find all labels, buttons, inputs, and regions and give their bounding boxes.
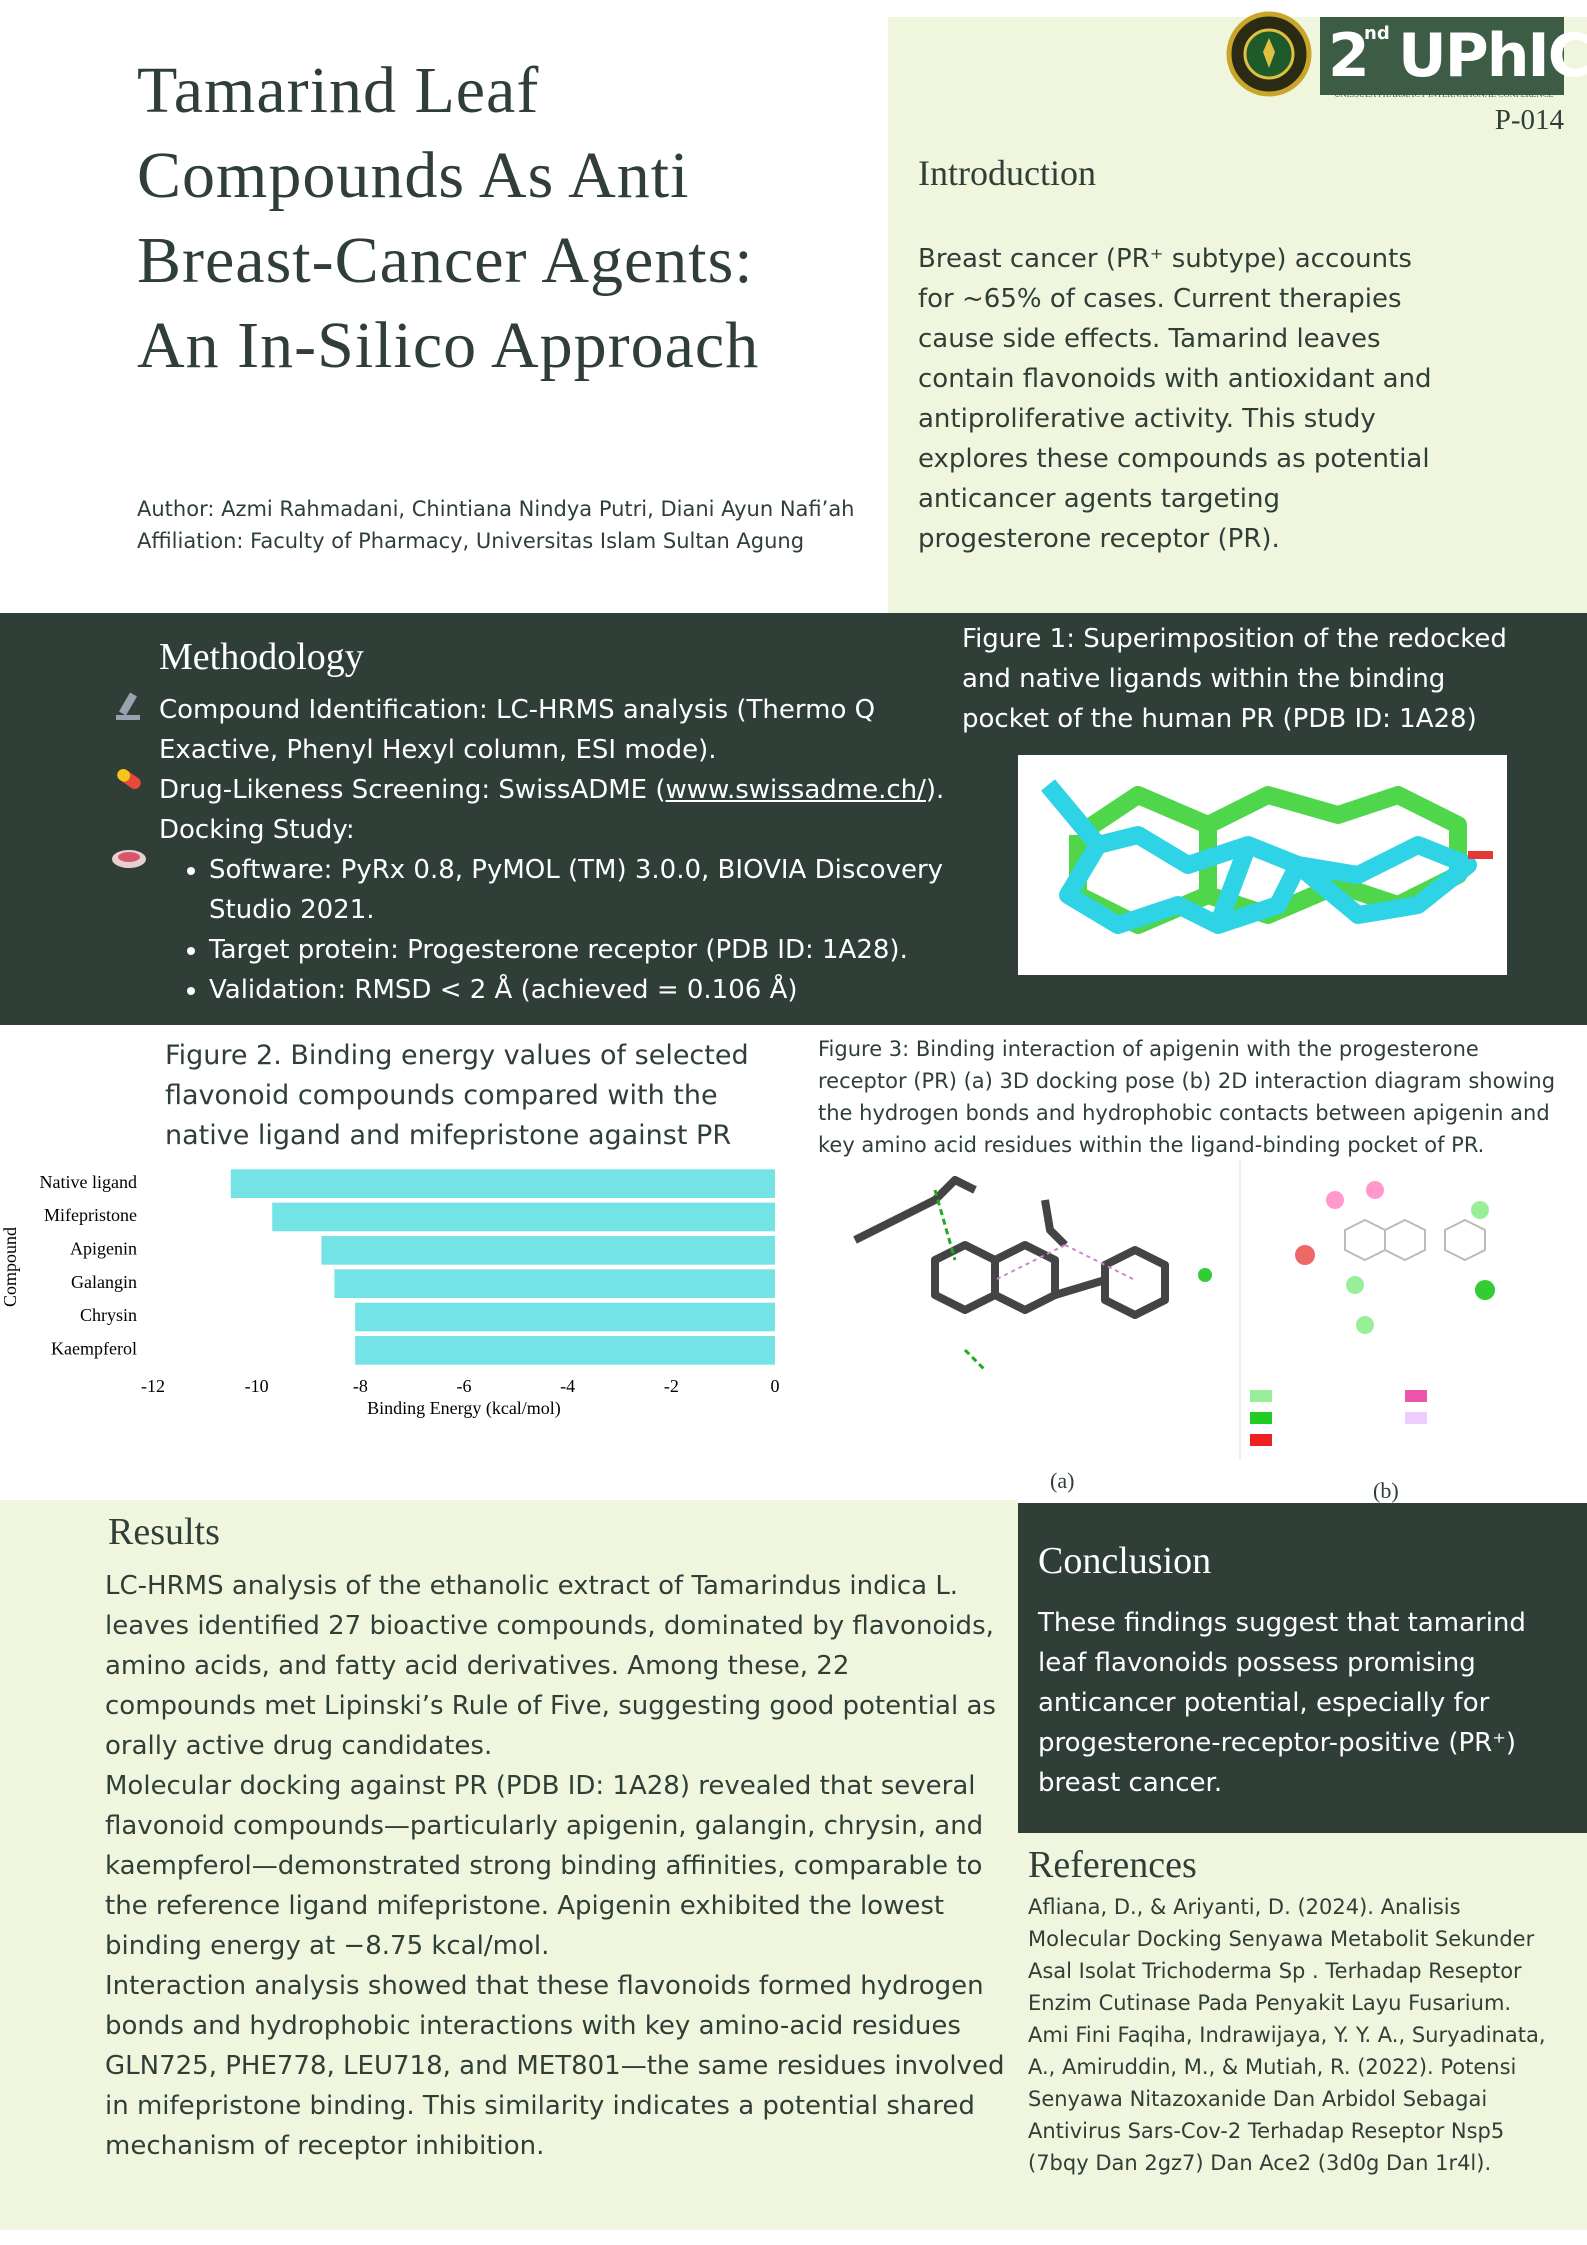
section-heading: Results	[108, 1511, 220, 1553]
figure3-image	[853, 1160, 1495, 1460]
methodology-list: Compound Identification: LC-HRMS analysi…	[159, 690, 949, 1010]
section-heading: Methodology	[159, 636, 364, 678]
paragraph: Interaction analysis showed that these f…	[105, 1971, 1005, 2161]
conference-logo: 2 nd UPhIC	[1320, 17, 1587, 95]
conclusion-panel: Conclusion These findings suggest that t…	[1018, 1503, 1587, 1833]
y-tick-label: Mifepristone	[44, 1205, 137, 1225]
affiliation: Affiliation: Faculty of Pharmacy, Univer…	[137, 529, 805, 553]
y-tick-label: Kaempferol	[51, 1338, 137, 1358]
bar	[355, 1336, 775, 1365]
methodology-band: Methodology Compound Identification: LC-…	[0, 613, 1587, 1025]
sub-item: Validation: RMSD < 2 Å (achieved = 0.106…	[209, 970, 949, 1010]
figure-caption: Figure 1: Superimposition of the redocke…	[962, 624, 1507, 734]
sub-item: Target protein: Progesterone receptor (P…	[209, 930, 949, 970]
x-tick-label: -12	[141, 1376, 165, 1396]
university-emblem	[1226, 11, 1312, 97]
x-axis-label: Binding Energy (kcal/mol)	[367, 1398, 561, 1419]
sub-item: Software: PyRx 0.8, PyMOL (TM) 3.0.0, BI…	[209, 850, 949, 930]
text: Drug-Likeness Screening: SwissADME (	[159, 775, 666, 805]
x-tick-label: -6	[457, 1376, 472, 1396]
author: Author: Azmi Rahmadani, Chintiana Nindya…	[137, 497, 855, 521]
bar	[321, 1236, 775, 1265]
x-tick-label: -8	[353, 1376, 368, 1396]
y-tick-label: Chrysin	[80, 1305, 137, 1325]
results-panel: Results LC-HRMS analysis of the ethanoli…	[0, 1500, 1018, 2230]
x-tick-label: -2	[664, 1376, 679, 1396]
bar	[230, 1169, 775, 1198]
poster-title: Tamarind Leaf Compounds As Anti Breast-C…	[137, 54, 760, 382]
figure1-image	[1018, 755, 1507, 975]
bar	[272, 1202, 775, 1232]
reference: Afliana, D., & Ariyanti, D. (2024). Anal…	[1028, 1895, 1535, 2015]
x-tick-label: -10	[245, 1376, 269, 1396]
panel-label: (a)	[1050, 1468, 1075, 1493]
results-text: LC-HRMS analysis of the ethanolic extrac…	[105, 1566, 1005, 2166]
method-icons	[112, 692, 146, 868]
poster-id: P-014	[1494, 104, 1564, 136]
section-heading: Conclusion	[1038, 1540, 1212, 1582]
figure-caption: Figure 2. Binding energy values of selec…	[165, 1040, 749, 1151]
logo-subtitle: UNISSULA PHARMACY INTERNATIONAL CONFEREN…	[1334, 89, 1554, 99]
logo-edition-suffix: nd	[1364, 23, 1390, 44]
method-item: Docking Study:	[159, 815, 355, 845]
bar	[334, 1269, 775, 1298]
method-item: Compound Identification: LC-HRMS analysi…	[159, 695, 876, 765]
conclusion-text: These findings suggest that tamarind lea…	[1038, 1608, 1526, 1798]
y-tick-label: Galangin	[71, 1272, 137, 1292]
bar-chart: -12 -10 -8 -6 -4 -2 0 Binding Energy (kcal/mol)…	[0, 1169, 780, 1419]
y-tick-label: Apigenin	[70, 1238, 137, 1258]
section-heading: References	[1028, 1844, 1197, 1886]
paragraph: Molecular docking against PR (PDB ID: 1A…	[105, 1771, 984, 1961]
text: ).	[925, 775, 945, 805]
paragraph: LC-HRMS analysis of the ethanolic extrac…	[105, 1571, 996, 1761]
reference: Ami Fini Faqiha, Indrawijaya, Y. Y. A., …	[1028, 2023, 1546, 2175]
sub-list: Software: PyRx 0.8, PyMOL (TM) 3.0.0, BI…	[159, 850, 949, 1010]
intro-panel	[888, 17, 1587, 613]
references-list: Afliana, D., & Ariyanti, D. (2024). Anal…	[1028, 1891, 1568, 2179]
method-item: Drug-Likeness Screening: SwissADME (www.…	[159, 770, 949, 810]
logo-edition: 2	[1328, 21, 1370, 91]
introduction-text: Breast cancer (PR⁺ subtype) accounts for…	[918, 244, 1432, 554]
figure-caption: Figure 3: Binding interaction of apigeni…	[818, 1037, 1556, 1157]
y-axis-label: Compound	[0, 1227, 20, 1307]
panel-label: (b)	[1373, 1478, 1399, 1503]
x-tick-label: 0	[771, 1376, 780, 1396]
section-heading: Introduction	[918, 153, 1096, 193]
link[interactable]: www.swissadme.ch/	[665, 775, 926, 805]
references-panel: References Afliana, D., & Ariyanti, D. (…	[1018, 1833, 1587, 2230]
x-tick-label: -4	[560, 1376, 575, 1396]
logo-name: UPhIC	[1398, 21, 1587, 91]
y-tick-label: Native ligand	[40, 1172, 137, 1192]
bar	[355, 1302, 775, 1332]
